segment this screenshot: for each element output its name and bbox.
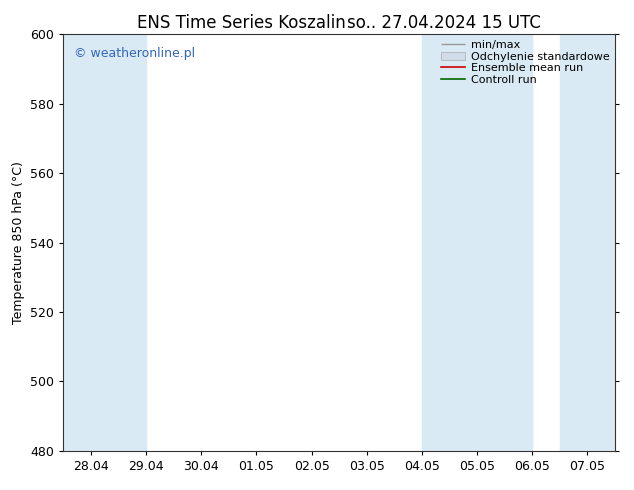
Text: so.. 27.04.2024 15 UTC: so.. 27.04.2024 15 UTC (347, 14, 541, 32)
Bar (422, 34, 477, 451)
Text: © weatheronline.pl: © weatheronline.pl (74, 47, 195, 60)
Y-axis label: Temperature 850 hPa (°C): Temperature 850 hPa (°C) (12, 161, 25, 324)
Bar (63, 34, 146, 451)
Text: ENS Time Series Koszalin: ENS Time Series Koszalin (136, 14, 346, 32)
Bar (560, 34, 615, 451)
Legend: min/max, Odchylenie standardowe, Ensemble mean run, Controll run: min/max, Odchylenie standardowe, Ensembl… (441, 40, 609, 85)
Bar (477, 34, 533, 451)
